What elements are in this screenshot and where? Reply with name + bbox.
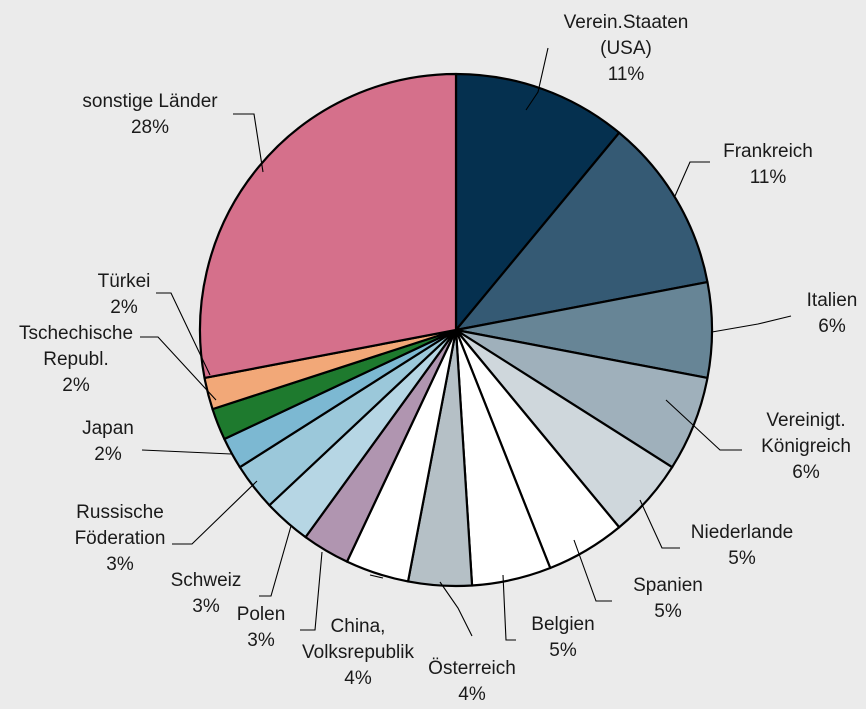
- slice-percent-label: 4%: [344, 668, 372, 689]
- slice-name-label: Verein.Staaten: [564, 12, 689, 33]
- slice-label: sonstige Länder 28%: [82, 91, 218, 138]
- slice-percent-label: 6%: [818, 316, 846, 337]
- slice-name-label: Königreich: [761, 436, 851, 457]
- slice-percent-label: 2%: [94, 444, 122, 465]
- slice-name-label: Frankreich: [723, 141, 813, 162]
- leader-line: [259, 525, 292, 597]
- leader-line: [674, 161, 710, 197]
- leader-line: [233, 113, 264, 173]
- slice-percent-label: 28%: [131, 117, 169, 138]
- slice-name-label: Japan: [82, 418, 134, 439]
- slice-name-label: Tschechische: [19, 323, 133, 344]
- leader-line: [140, 336, 217, 401]
- slice-percent-label: 3%: [106, 554, 134, 575]
- leader-line: [439, 581, 473, 637]
- slice-name-label: Republ.: [43, 349, 109, 370]
- leader-line: [639, 499, 680, 549]
- leader-line: [141, 449, 232, 455]
- slice-name-label: Italien: [807, 290, 858, 311]
- slice-percent-label: 11%: [608, 64, 645, 85]
- slice-name-label: Vereinigt.: [766, 410, 845, 431]
- slice-name-label: China,: [331, 616, 386, 637]
- slice-label: China, Volksrepublik 4%: [302, 616, 414, 689]
- slice-label: Spanien 5%: [633, 575, 703, 622]
- slice-name-label: Polen: [237, 604, 286, 625]
- slice-label: Tschechische Republ. 2%: [19, 323, 133, 396]
- slice-label: Türkei 2%: [98, 271, 151, 318]
- slice-name-label: Spanien: [633, 575, 703, 596]
- slice-name-label: sonstige Länder: [82, 91, 218, 112]
- slice-name-label: Belgien: [531, 614, 594, 635]
- slice-name-label: Föderation: [75, 528, 166, 549]
- slice-name-label: Türkei: [98, 271, 151, 292]
- slice-percent-label: 2%: [110, 297, 138, 318]
- slice-label: Japan 2%: [82, 418, 134, 465]
- slice-label: Schweiz 3%: [171, 570, 242, 617]
- slice-percent-label: 2%: [62, 375, 90, 396]
- slice-label: Russische Föderation 3%: [75, 502, 166, 575]
- slice-name-label: Österreich: [428, 658, 516, 679]
- slice-label: Polen 3%: [237, 604, 286, 651]
- slice-percent-label: 3%: [247, 630, 275, 651]
- slice-name-label: Niederlande: [691, 522, 793, 543]
- leader-line: [525, 47, 549, 111]
- leader-line: [300, 551, 323, 631]
- slice-name-label: Volksrepublik: [302, 642, 414, 663]
- leader-line: [711, 315, 792, 333]
- leader-line: [665, 399, 742, 451]
- slice-name-label: Schweiz: [171, 570, 242, 591]
- leader-line: [573, 539, 612, 602]
- leader-line: [172, 480, 258, 545]
- pie-slice: [454, 131, 709, 332]
- slice-percent-label: 4%: [458, 684, 486, 705]
- slice-percent-label: 11%: [750, 167, 787, 188]
- slice-label: Verein.Staaten (USA) 11%: [564, 12, 689, 85]
- slice-percent-label: 5%: [728, 548, 756, 569]
- leader-line: [502, 574, 516, 641]
- leader-line: [369, 574, 384, 579]
- pie-slice: [198, 72, 458, 380]
- slice-label: Vereinigt. Königreich 6%: [761, 410, 851, 483]
- pie-slice: [454, 72, 621, 332]
- slice-label: Niederlande 5%: [691, 522, 793, 569]
- leader-line: [156, 292, 211, 376]
- slice-label: Italien 6%: [807, 290, 858, 337]
- slice-percent-label: 6%: [792, 462, 820, 483]
- slice-label: Frankreich 11%: [723, 141, 813, 188]
- slice-percent-label: 5%: [549, 640, 577, 661]
- slice-label: Österreich 4%: [428, 658, 516, 705]
- slice-percent-label: 5%: [654, 601, 682, 622]
- slice-percent-label: 3%: [192, 596, 220, 617]
- slice-name-label: (USA): [600, 38, 652, 59]
- slice-name-label: Russische: [76, 502, 164, 523]
- slice-label: Belgien 5%: [531, 614, 594, 661]
